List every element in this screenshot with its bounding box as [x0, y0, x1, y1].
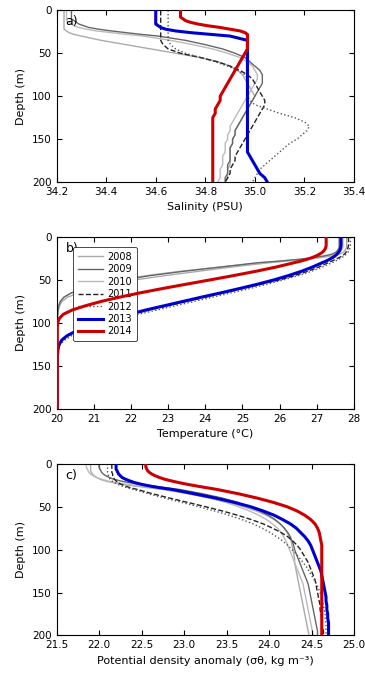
- X-axis label: Potential density anomaly (σθ, kg m⁻³): Potential density anomaly (σθ, kg m⁻³): [97, 656, 314, 666]
- X-axis label: Temperature (°C): Temperature (°C): [157, 429, 253, 439]
- X-axis label: Salinity (PSU): Salinity (PSU): [168, 203, 243, 212]
- Text: c): c): [65, 469, 77, 482]
- Text: b): b): [65, 243, 78, 255]
- Y-axis label: Depth (m): Depth (m): [16, 68, 26, 124]
- Text: a): a): [65, 16, 78, 28]
- Legend: 2008, 2009, 2010, 2011, 2012, 2013, 2014: 2008, 2009, 2010, 2011, 2012, 2013, 2014: [73, 247, 137, 341]
- Y-axis label: Depth (m): Depth (m): [16, 295, 26, 351]
- Y-axis label: Depth (m): Depth (m): [16, 521, 26, 578]
